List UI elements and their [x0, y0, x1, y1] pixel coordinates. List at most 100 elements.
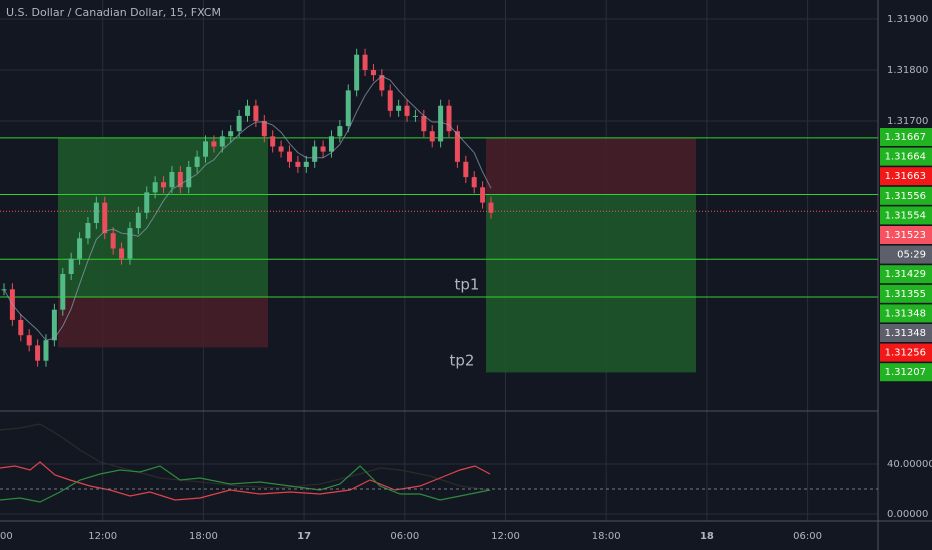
price-label-bg	[880, 167, 932, 186]
candle-body	[93, 202, 99, 223]
price-label: 1.31348	[885, 308, 926, 319]
time-label: 12:00	[491, 531, 520, 542]
candle-body	[303, 161, 309, 167]
candle-body	[135, 212, 141, 229]
candle-body	[51, 309, 57, 341]
candle-body	[68, 258, 74, 274]
candle-body	[278, 146, 284, 152]
candle-body	[421, 115, 427, 132]
candle-body	[102, 202, 108, 234]
time-label: 06:00	[793, 531, 822, 542]
candle-body	[35, 345, 41, 361]
candle-body	[404, 105, 410, 116]
candle-body	[228, 131, 234, 137]
candle-body	[177, 172, 183, 188]
price-label-bg	[880, 343, 932, 362]
candle-body	[337, 126, 343, 137]
price-label: 1.31429	[885, 269, 926, 280]
candle-body	[454, 131, 460, 162]
price-label: 1.31355	[885, 289, 926, 300]
candle-body	[286, 151, 292, 162]
price-label: 1.31667	[885, 132, 926, 143]
time-label: 17	[297, 531, 311, 542]
price-label: 1.31207	[885, 367, 926, 378]
candle-body	[354, 54, 360, 91]
candle-body	[396, 105, 402, 111]
candle-body	[18, 319, 24, 336]
candle-body	[219, 136, 225, 147]
candle-body	[26, 335, 32, 346]
price-label-bg	[880, 324, 932, 342]
candle-body	[480, 187, 486, 203]
time-label: 18:00	[189, 531, 218, 542]
candle-body	[43, 340, 49, 361]
candle-body	[110, 233, 116, 249]
candle-body	[144, 192, 150, 213]
moving-average	[3, 75, 492, 341]
candle-body	[362, 54, 368, 70]
candle-body	[295, 161, 301, 167]
position-box	[486, 194, 696, 373]
time-label: 18:00	[592, 531, 621, 542]
candle-body	[169, 172, 175, 188]
candle-body	[429, 131, 435, 142]
candle-body	[488, 202, 494, 213]
candle-body	[194, 156, 200, 167]
price-label: 1.31256	[885, 348, 926, 359]
price-label: 1.31664	[885, 152, 926, 163]
candle-body	[60, 274, 66, 310]
price-tick-label: 1.31800	[887, 65, 928, 76]
candle-body	[203, 141, 209, 157]
candle-body	[211, 141, 217, 147]
price-label-bg	[880, 226, 932, 244]
time-label: 06:00	[390, 531, 419, 542]
candle-body	[161, 182, 167, 188]
candle-body	[471, 177, 477, 188]
time-label: 00	[0, 531, 13, 542]
candle-body	[152, 182, 158, 193]
candle-body	[412, 115, 418, 117]
candle-body	[387, 90, 393, 111]
price-label: 05:29	[897, 250, 926, 261]
price-label-bg	[880, 147, 932, 166]
candle-body	[236, 115, 242, 132]
price-label: 1.31663	[885, 171, 926, 182]
candle-body	[438, 105, 444, 142]
candle-body	[463, 161, 469, 178]
price-label-bg	[880, 304, 932, 323]
adx-line	[0, 423, 491, 491]
annotation: tp2	[450, 352, 475, 370]
candle-body	[245, 105, 250, 116]
candle-body	[127, 228, 133, 259]
chart-title: U.S. Dollar / Canadian Dollar, 15, FXCM	[6, 6, 221, 19]
di-minus-line	[0, 461, 491, 501]
price-label-bg	[880, 128, 932, 146]
price-label-bg	[880, 186, 932, 205]
candle-body	[253, 105, 259, 121]
price-tick-label: 1.31900	[887, 14, 928, 25]
price-label-bg	[880, 284, 932, 303]
price-label-bg	[880, 206, 932, 225]
candle-body	[119, 248, 125, 259]
indicator-tick-label: 0.00000	[887, 509, 928, 520]
candle-body	[328, 136, 334, 152]
price-label: 1.31523	[885, 230, 926, 241]
candle-body	[270, 136, 276, 147]
price-label: 1.31556	[885, 191, 926, 202]
position-box	[58, 137, 268, 297]
price-tick-label: 1.31700	[887, 116, 928, 127]
candle-body	[379, 75, 385, 91]
price-label-bg	[880, 245, 932, 264]
price-label-bg	[880, 265, 932, 284]
candle-body	[77, 238, 83, 259]
time-label: 18	[700, 531, 714, 542]
candle-body	[320, 146, 326, 152]
candle-body	[261, 121, 267, 137]
di-plus-line	[0, 465, 491, 503]
price-label: 1.31554	[885, 210, 926, 221]
candle-body	[186, 166, 192, 188]
candle-body	[446, 105, 452, 132]
price-label: 1.31348	[885, 328, 926, 339]
indicator-tick-label: 40.00000	[887, 459, 932, 470]
